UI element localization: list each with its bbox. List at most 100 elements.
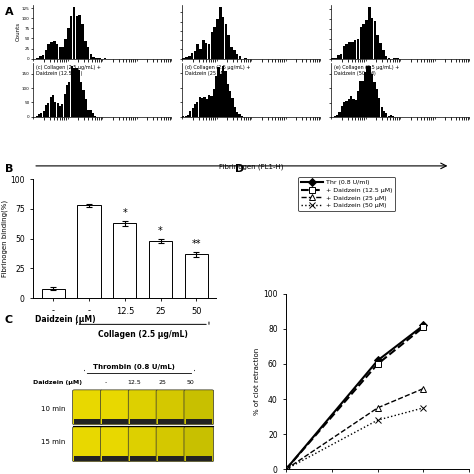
- Bar: [360, 27, 362, 59]
- Bar: [371, 74, 373, 117]
- Bar: [68, 82, 71, 117]
- Bar: [102, 456, 128, 461]
- Bar: [227, 84, 229, 117]
- Bar: [222, 17, 224, 59]
- Text: 25: 25: [158, 380, 166, 385]
- Bar: [87, 47, 90, 59]
- Bar: [52, 95, 54, 117]
- Bar: [378, 98, 380, 117]
- Text: (e) Collagen (2.5 μg/mL) +
Daidzein (50 μM): (e) Collagen (2.5 μg/mL) + Daidzein (50 …: [334, 64, 399, 76]
- Bar: [213, 89, 215, 117]
- Bar: [362, 81, 364, 117]
- Bar: [188, 56, 191, 59]
- Bar: [365, 20, 368, 59]
- Bar: [346, 100, 347, 117]
- Bar: [355, 100, 357, 117]
- Bar: [353, 99, 355, 117]
- Bar: [376, 89, 378, 117]
- Bar: [374, 82, 375, 117]
- Bar: [158, 456, 184, 461]
- Bar: [244, 58, 247, 59]
- Bar: [50, 97, 52, 117]
- Bar: [43, 111, 45, 117]
- FancyBboxPatch shape: [100, 427, 130, 462]
- Bar: [216, 19, 219, 59]
- Bar: [62, 46, 64, 59]
- Bar: [66, 84, 68, 117]
- Bar: [42, 55, 44, 59]
- Bar: [77, 205, 100, 298]
- Bar: [194, 51, 196, 59]
- Y-axis label: % of clot retraction: % of clot retraction: [255, 348, 260, 415]
- Text: *: *: [122, 208, 127, 218]
- Bar: [73, 7, 75, 59]
- Bar: [67, 28, 70, 59]
- Bar: [392, 116, 394, 117]
- FancyBboxPatch shape: [156, 390, 186, 425]
- Text: *: *: [158, 226, 163, 236]
- Bar: [70, 16, 73, 59]
- Text: Collagen (2.5 μg/mL): Collagen (2.5 μg/mL): [98, 330, 188, 339]
- Bar: [231, 98, 234, 117]
- Bar: [357, 39, 359, 59]
- Bar: [351, 42, 354, 59]
- Text: **: **: [191, 239, 201, 249]
- Bar: [382, 50, 384, 59]
- Bar: [149, 241, 172, 298]
- Bar: [102, 419, 128, 424]
- Bar: [87, 110, 89, 117]
- Bar: [376, 36, 379, 59]
- Bar: [71, 65, 73, 117]
- Bar: [92, 113, 94, 117]
- Bar: [341, 106, 343, 117]
- Bar: [208, 44, 210, 59]
- Bar: [225, 71, 227, 117]
- Bar: [182, 116, 184, 117]
- FancyBboxPatch shape: [184, 390, 214, 425]
- Bar: [85, 100, 87, 117]
- Bar: [59, 47, 61, 59]
- Text: A: A: [5, 7, 13, 17]
- Bar: [388, 58, 390, 59]
- Bar: [343, 46, 345, 59]
- Bar: [222, 65, 224, 117]
- Bar: [368, 7, 371, 59]
- Bar: [202, 40, 205, 59]
- Bar: [47, 44, 50, 59]
- Bar: [338, 112, 340, 117]
- Bar: [189, 111, 191, 117]
- Bar: [215, 76, 217, 117]
- Bar: [191, 108, 194, 117]
- Y-axis label: Fibrinogen binding(%): Fibrinogen binding(%): [1, 200, 8, 277]
- Bar: [381, 107, 383, 117]
- Bar: [47, 103, 49, 117]
- Bar: [50, 42, 53, 59]
- Bar: [371, 18, 374, 59]
- Bar: [45, 50, 47, 59]
- Text: D: D: [235, 164, 244, 173]
- Bar: [337, 55, 339, 59]
- Text: Thrombin (0.8 U/mL): Thrombin (0.8 U/mL): [93, 364, 175, 370]
- FancyBboxPatch shape: [156, 427, 186, 462]
- Bar: [78, 70, 80, 117]
- Bar: [219, 7, 221, 59]
- Y-axis label: Counts: Counts: [16, 22, 20, 41]
- Bar: [208, 94, 210, 117]
- Bar: [336, 115, 338, 117]
- Bar: [385, 113, 387, 117]
- Bar: [59, 106, 61, 117]
- Bar: [201, 98, 203, 117]
- Bar: [359, 82, 362, 117]
- Bar: [74, 456, 100, 461]
- Bar: [357, 91, 359, 117]
- Text: 10 min: 10 min: [40, 406, 65, 412]
- Bar: [73, 68, 75, 117]
- Bar: [363, 24, 365, 59]
- Bar: [187, 115, 189, 117]
- Bar: [346, 44, 348, 59]
- Bar: [38, 114, 40, 117]
- Bar: [45, 105, 47, 117]
- FancyBboxPatch shape: [73, 427, 102, 462]
- Bar: [213, 27, 216, 59]
- Bar: [229, 91, 231, 117]
